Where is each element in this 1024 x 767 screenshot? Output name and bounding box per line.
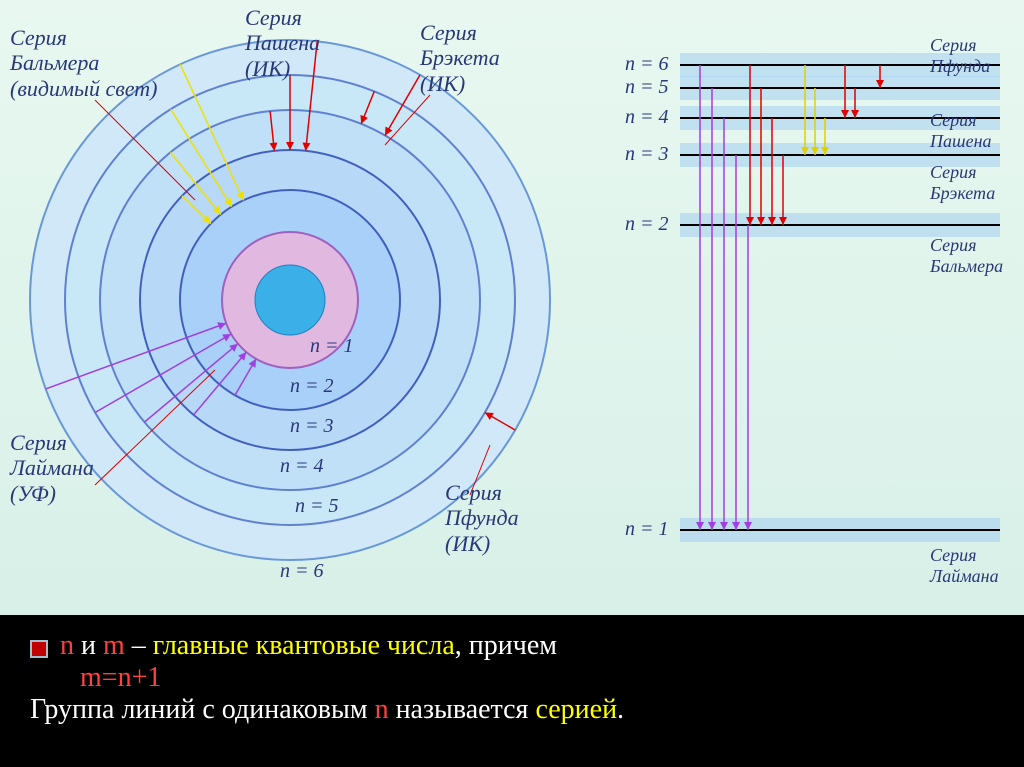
orbit-n-label: n = 6 — [280, 560, 324, 583]
energy-n-label: n = 6 — [625, 53, 669, 76]
energy-n-label: n = 2 — [625, 213, 669, 236]
energy-n-label: n = 1 — [625, 518, 669, 541]
relation-text: m=n+1 — [30, 662, 994, 694]
energy-n-label: n = 3 — [625, 143, 669, 166]
bullet-icon — [30, 640, 48, 658]
energy-n-label: n = 5 — [625, 76, 669, 99]
energy-series-label: СерияПфунда — [930, 35, 990, 76]
energy-series-label: СерияЛаймана — [930, 545, 999, 586]
energy-series-label: СерияПашена — [930, 110, 992, 151]
orbit-n-label: n = 1 — [310, 335, 354, 358]
orbit-n-label: n = 3 — [290, 415, 334, 438]
orbit-n-label: n = 4 — [280, 455, 324, 478]
label-brackett: СерияБрэкета(ИК) — [420, 20, 500, 96]
label-paschen: СерияПашена(ИК) — [245, 5, 320, 81]
orbit-n-label: n = 2 — [290, 375, 334, 398]
energy-series-label: СерияБальмера — [930, 235, 1003, 276]
label-balmer: СерияБальмера(видимый свет) — [10, 25, 157, 101]
series-definition-text: Группа линий с одинаковым n называется с… — [30, 694, 994, 726]
bottom-text-area: n и m – главные квантовые числа, причем … — [0, 615, 1024, 767]
energy-series-label: СерияБрэкета — [930, 162, 995, 203]
quantum-numbers-text: n и m – главные квантовые числа, причем — [60, 630, 557, 662]
label-pfund: СерияПфунда(ИК) — [445, 480, 519, 556]
diagram-area: СерияБальмера(видимый свет) СерияПашена(… — [0, 0, 1024, 615]
orbit-n-label: n = 5 — [295, 495, 339, 518]
label-lyman: СерияЛаймана(УФ) — [10, 430, 94, 506]
energy-n-label: n = 4 — [625, 106, 669, 129]
